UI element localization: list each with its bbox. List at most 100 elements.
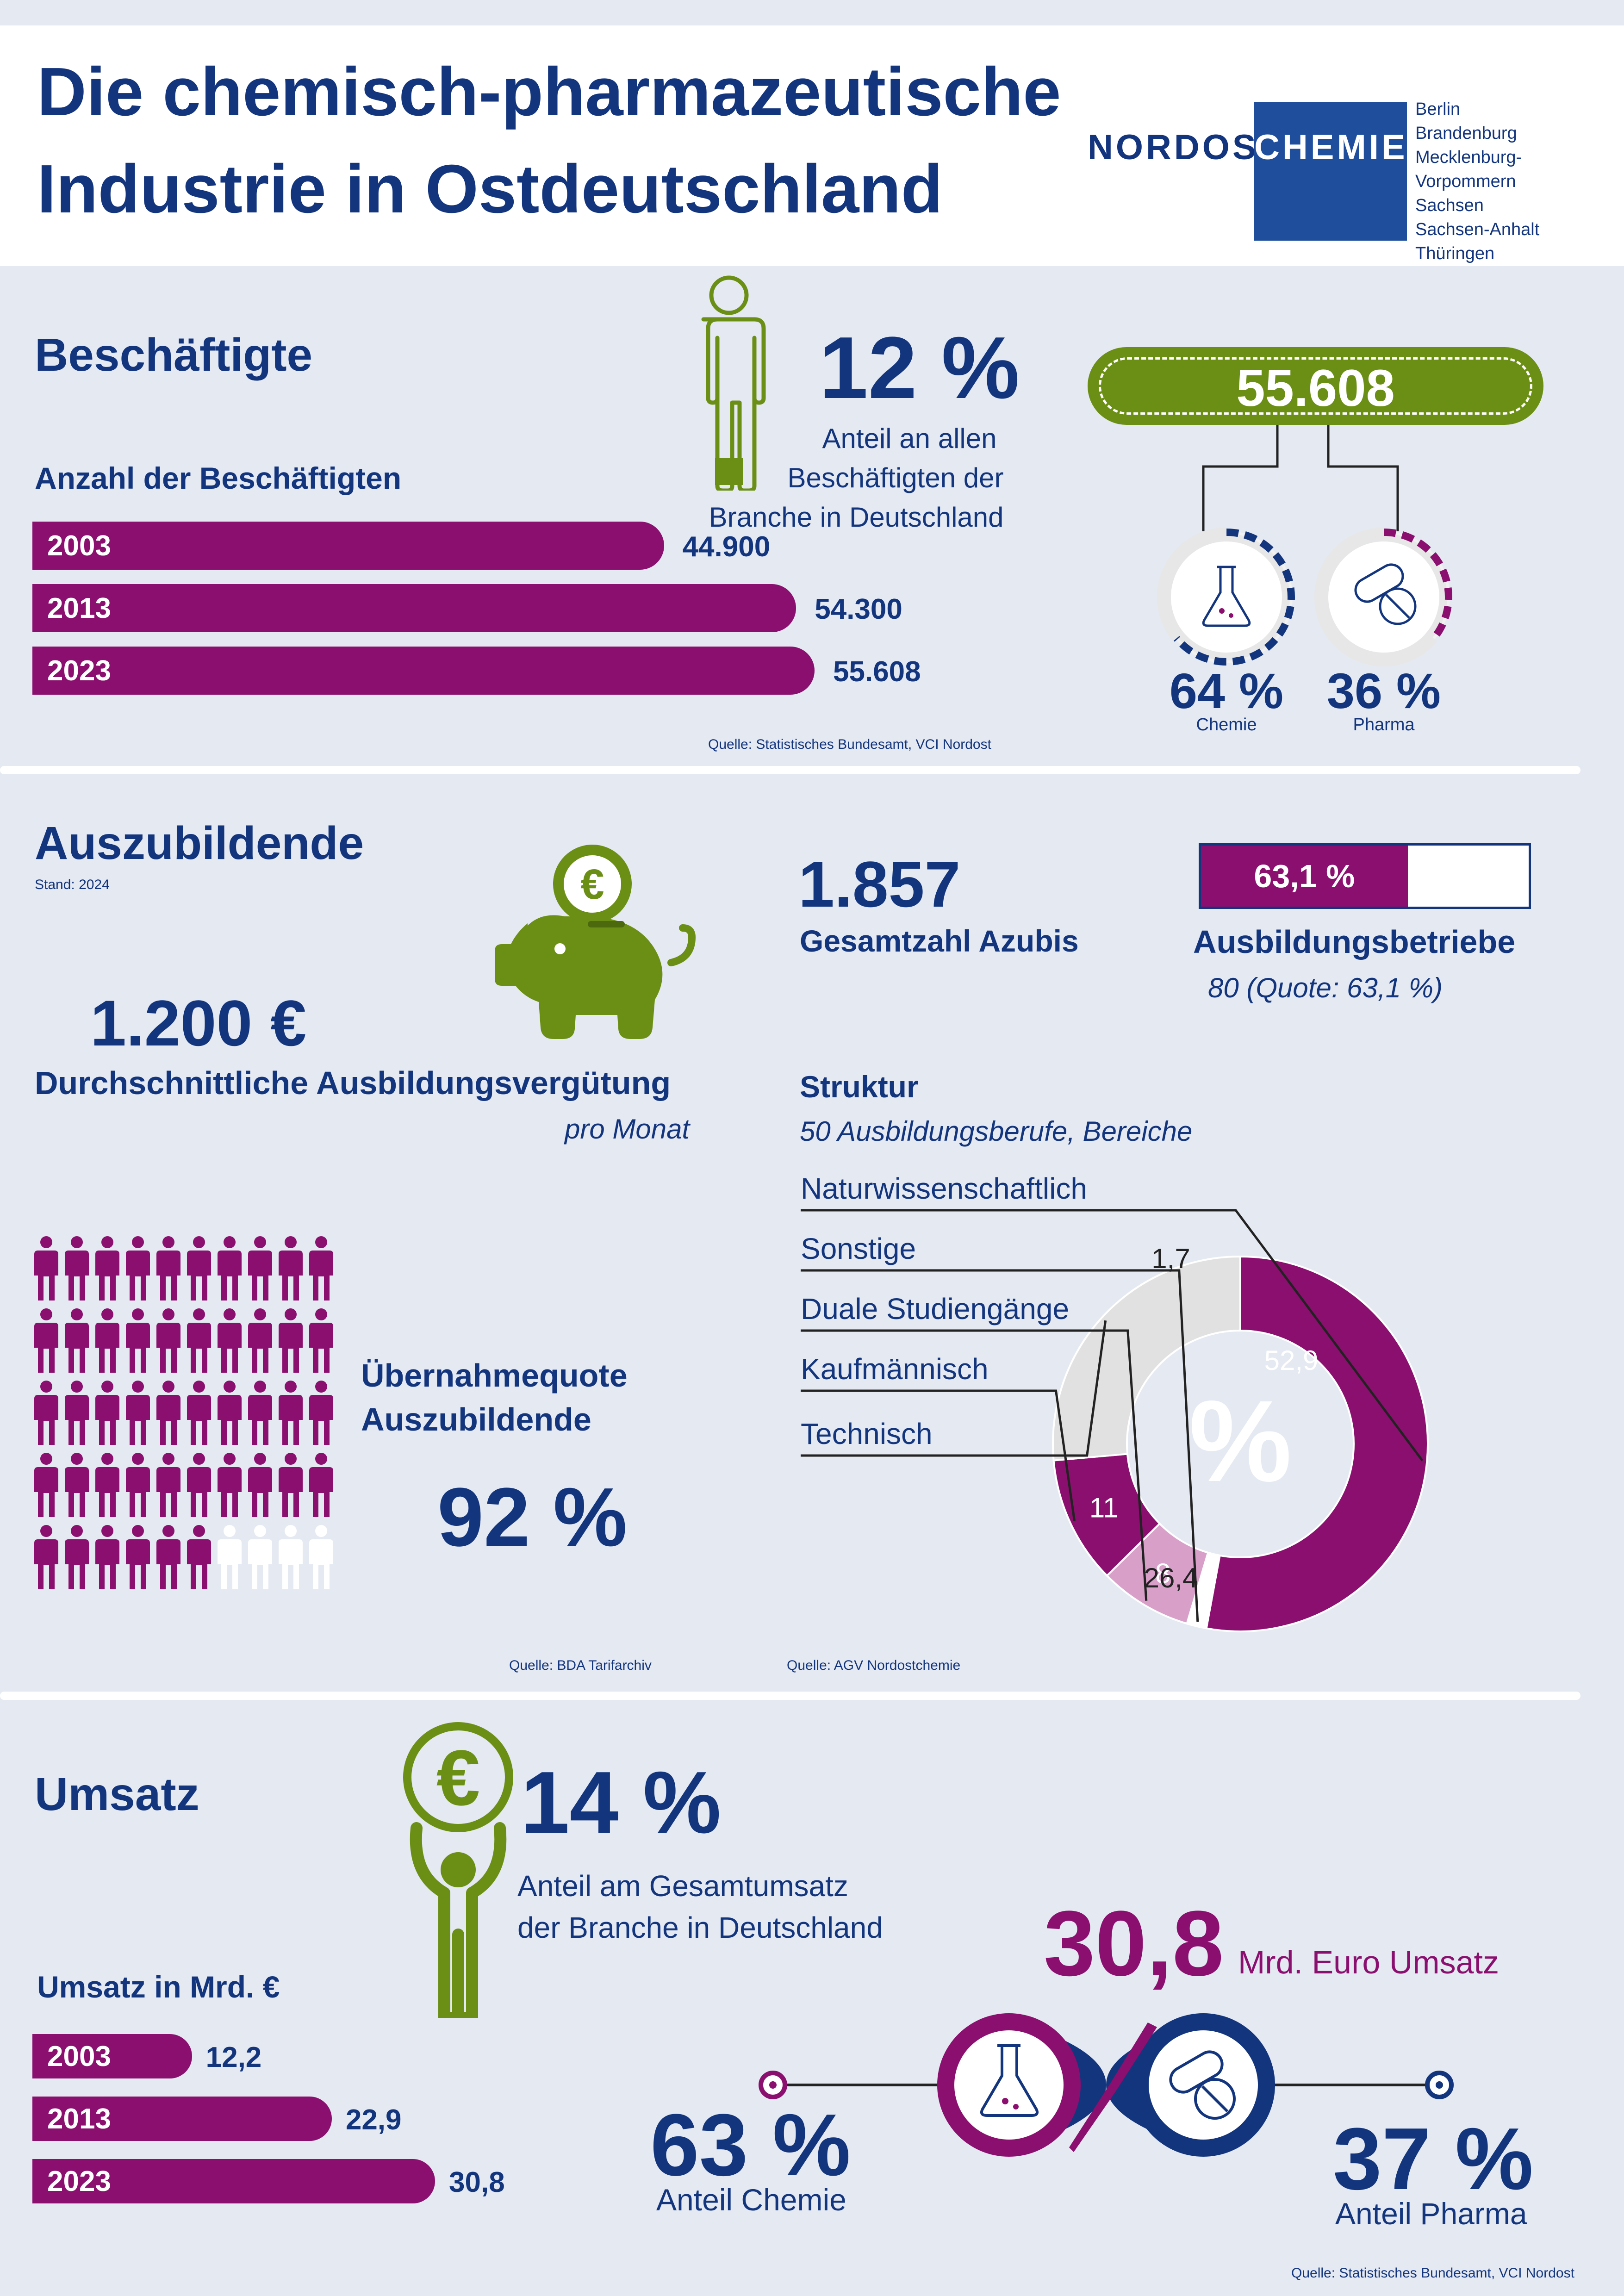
- salary-sub: pro Monat: [565, 1114, 690, 1145]
- revenue-split-connector: [759, 2013, 1454, 2157]
- person-icon: [279, 1453, 303, 1517]
- state-item: Berlin: [1415, 100, 1461, 119]
- person-icon: [309, 1453, 333, 1517]
- person-icon: [95, 1236, 119, 1300]
- employees-source: Quelle: Statistisches Bundesamt, VCI Nor…: [708, 737, 991, 752]
- person-icon: [309, 1308, 333, 1373]
- share-text-line: der Branche in Deutschland: [517, 1911, 883, 1944]
- revenue-bar-value: 22,9: [345, 2104, 402, 2136]
- person-icon: [34, 1381, 58, 1445]
- share-text-line: Anteil an allen: [822, 423, 997, 454]
- person-icon: [95, 1381, 119, 1445]
- chemie-share-circle: [1157, 528, 1296, 666]
- donut-leader-line: [801, 1209, 1424, 1462]
- person-icon: [187, 1236, 211, 1300]
- nordostchemie-logo: NORDOST CHEMIE Berlin Brandenburg Meckle…: [1088, 74, 1597, 263]
- section-divider: [0, 766, 1580, 774]
- svg-text:€: €: [580, 861, 604, 908]
- person-icon: [248, 1308, 272, 1373]
- person-icon: [156, 1453, 180, 1517]
- logo-states-list: Berlin Brandenburg Mecklenburg-Vorpommer…: [1415, 97, 1597, 266]
- share-text-line: Branche in Deutschland: [709, 502, 1004, 533]
- donut-value-label: 26,4: [1144, 1562, 1198, 1593]
- revenue-heading: Umsatz: [35, 1768, 199, 1820]
- state-item: Sachsen: [1415, 196, 1484, 215]
- takeover-label: Übernahmequote Auszubildende: [361, 1354, 628, 1442]
- bar-year-label: 2003: [47, 529, 111, 562]
- employees-share-text: Anteil an allen Beschäftigten der Branch…: [690, 419, 1023, 537]
- flask-icon: [1202, 566, 1251, 627]
- person-icon: [156, 1308, 180, 1373]
- takeover-label-line: Übernahmequote: [361, 1357, 628, 1394]
- person-icon: [279, 1381, 303, 1445]
- person-icon: [65, 1308, 89, 1373]
- person-icon: [34, 1453, 58, 1517]
- person-icon: [95, 1525, 119, 1589]
- pharma-pct: 36 %: [1326, 663, 1441, 719]
- person-icon: [248, 1453, 272, 1517]
- takeover-label-line: Auszubildende: [361, 1401, 591, 1437]
- revenue-share-value: 14 %: [521, 1754, 722, 1852]
- page-title-line1: Die chemisch-pharmazeutische: [37, 54, 1061, 130]
- donut-category-label: Naturwissenschaftlich: [801, 1176, 1087, 1205]
- person-icon: [187, 1525, 211, 1589]
- person-icon: [34, 1308, 58, 1373]
- bar-year-label: 2013: [47, 2103, 111, 2135]
- employees-subheading: Anzahl der Beschäftigten: [35, 461, 402, 495]
- bar-year-label: 2023: [47, 654, 111, 687]
- companies-progress-fill: 63,1 %: [1201, 846, 1408, 907]
- chemie-label: Chemie: [1196, 715, 1257, 734]
- revenue-source: Quelle: Statistisches Bundesamt, VCI Nor…: [1291, 2265, 1574, 2281]
- euro-person-icon: €: [403, 1722, 513, 2018]
- employees-total-value: 55.608: [1236, 359, 1395, 417]
- employees-bar-value: 54.300: [815, 593, 902, 625]
- struktur-sub: 50 Ausbildungsberufe, Bereiche: [800, 1116, 1193, 1147]
- person-icon: [218, 1236, 242, 1300]
- salary-value: 1.200 €: [90, 987, 307, 1059]
- state-item: Mecklenburg-Vorpommern: [1415, 148, 1522, 191]
- piggy-bank-icon: €: [495, 845, 696, 1039]
- person-icon: [65, 1525, 89, 1589]
- person-icon: [309, 1381, 333, 1445]
- person-icon: [248, 1381, 272, 1445]
- donut-category-label: Technisch: [801, 1417, 933, 1450]
- person-icon: [156, 1236, 180, 1300]
- revenue-bar-2003: 2003: [32, 2034, 192, 2078]
- donut-leader-line: [801, 1320, 1107, 1457]
- trainees-stand: Stand: 2024: [35, 877, 110, 892]
- trainees-source-1: Quelle: BDA Tarifarchiv: [509, 1658, 652, 1673]
- page-title-line2: Industrie in Ostdeutschland: [37, 151, 943, 227]
- employees-bar-value: 44.900: [682, 531, 771, 563]
- companies-label: Ausbildungsbetriebe: [1193, 924, 1516, 960]
- person-icon: [187, 1453, 211, 1517]
- person-icon: [248, 1236, 272, 1300]
- employees-share-value: 12 %: [819, 319, 1020, 417]
- struktur-donut-chart: Naturwissenschaftlich Sonstige Duale Studi…: [801, 1176, 1429, 1632]
- logo-text-left: NORDOST: [1088, 128, 1283, 167]
- donut-category-label: Kaufmännisch: [801, 1352, 989, 1386]
- trainees-total: 1.857: [798, 848, 961, 921]
- donut-slice: [1205, 1255, 1429, 1632]
- pharma-label: Pharma: [1353, 715, 1415, 734]
- donut-leader-line: [801, 1389, 1076, 1521]
- pills-icon: [1169, 2050, 1236, 2120]
- donut-category-label: Sonstige: [801, 1232, 916, 1265]
- total-connector-lines: [1202, 425, 1399, 531]
- person-icon: [95, 1453, 119, 1517]
- person-icon: [218, 1453, 242, 1517]
- revenue-chemie-label: Anteil Chemie: [656, 2183, 846, 2217]
- companies-sub: 80 (Quote: 63,1 %): [1208, 972, 1443, 1003]
- person-icon: [309, 1525, 333, 1589]
- logo-blue-block: [1254, 102, 1407, 241]
- revenue-bar-2013: 2013: [32, 2097, 332, 2141]
- donut-value-label: 8: [1155, 1558, 1170, 1589]
- person-icon: [126, 1453, 150, 1517]
- revenue-bar-value: 12,2: [205, 2041, 262, 2073]
- person-icon: [65, 1381, 89, 1445]
- donut-slice: [1052, 1255, 1241, 1462]
- person-icon: [218, 1381, 242, 1445]
- person-icon: [248, 1525, 272, 1589]
- donut-category-label: Duale Studiengänge: [801, 1292, 1069, 1325]
- struktur-heading: Struktur: [800, 1070, 919, 1104]
- pills-icon: [1354, 563, 1417, 625]
